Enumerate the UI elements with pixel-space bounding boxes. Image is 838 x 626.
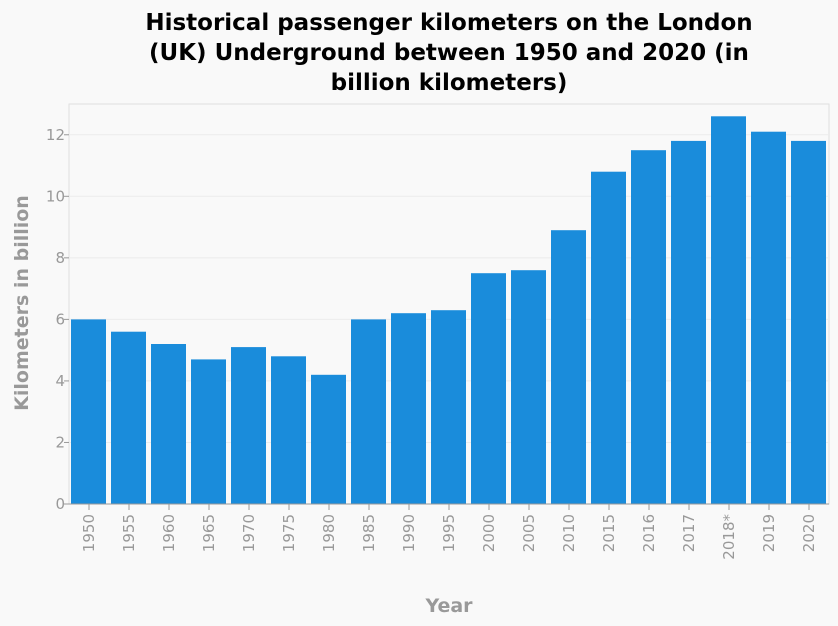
bar-1985 — [351, 319, 386, 504]
bar-2020 — [791, 140, 826, 504]
x-tick-label: 1990 — [400, 514, 418, 552]
x-tick-label: 1955 — [120, 514, 138, 552]
y-axis-label: Kilometers in billion — [11, 195, 33, 411]
y-tick-label: 6 — [55, 310, 65, 328]
bar-2010 — [551, 230, 586, 504]
y-tick-label: 2 — [55, 433, 65, 451]
x-tick-label: 1970 — [240, 514, 258, 552]
y-tick-label: 8 — [55, 249, 65, 267]
bar-1950 — [71, 319, 106, 504]
x-tick-label: 2018* — [720, 514, 738, 560]
bar-1980 — [311, 374, 346, 504]
x-axis-label: Year — [424, 595, 473, 617]
x-tick-label: 2019 — [760, 514, 778, 552]
x-tick-label: 2000 — [480, 514, 498, 552]
x-tick-label: 2020 — [800, 514, 818, 552]
chart-title-line-3: billion kilometers) — [331, 70, 568, 96]
x-tick-label: 2015 — [600, 514, 618, 552]
bar-1955 — [111, 331, 146, 504]
y-tick-labels: 0 2 4 6 8 10 12 — [46, 126, 69, 513]
bar-2016 — [631, 150, 666, 504]
y-tick-label: 10 — [46, 187, 65, 205]
x-tick-label: 2005 — [520, 514, 538, 552]
x-tick-label: 1975 — [280, 514, 298, 552]
y-tick-label: 0 — [55, 495, 65, 513]
bar-2019 — [751, 131, 786, 504]
bars — [71, 116, 826, 505]
x-tick-label: 2017 — [680, 514, 698, 552]
chart-title: Historical passenger kilometers on the L… — [145, 10, 752, 96]
x-tick-label: 1960 — [160, 514, 178, 552]
bar-1965 — [191, 359, 226, 504]
x-tick-label: 2010 — [560, 514, 578, 552]
x-tick-label: 2016 — [640, 514, 658, 552]
bar-2017 — [671, 140, 706, 504]
bar-2005 — [511, 270, 546, 504]
x-tick-label: 1980 — [320, 514, 338, 552]
bar-1990 — [391, 313, 426, 504]
x-tick-label: 1995 — [440, 514, 458, 552]
y-tick-label: 4 — [55, 372, 65, 390]
x-tick-label: 1985 — [360, 514, 378, 552]
bar-1970 — [231, 347, 266, 504]
chart-title-line-2: (UK) Underground between 1950 and 2020 (… — [149, 40, 749, 66]
bar-1975 — [271, 356, 306, 504]
bar-2000 — [471, 273, 506, 504]
bar-2015 — [591, 171, 626, 504]
bar-1960 — [151, 344, 186, 504]
x-tick-label: 1950 — [80, 514, 98, 552]
x-tick-labels: 1950 1955 1960 1965 1970 1975 1980 1985 1990 1995… — [80, 504, 818, 560]
x-tick-label: 1965 — [200, 514, 218, 552]
y-tick-label: 12 — [46, 126, 65, 144]
bar-1995 — [431, 310, 466, 504]
chart-title-line-1: Historical passenger kilometers on the L… — [145, 10, 752, 36]
bar-2018-star — [711, 116, 746, 505]
